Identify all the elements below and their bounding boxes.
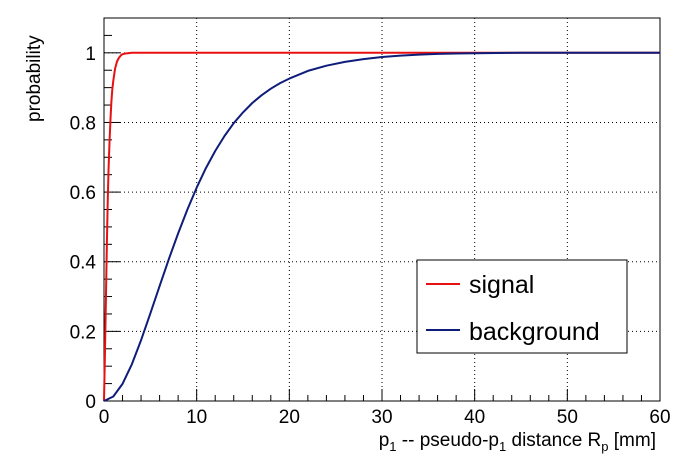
legend: signal background xyxy=(416,259,628,354)
x-tick-label: 10 xyxy=(186,407,207,428)
x-axis-title-part: p xyxy=(379,430,390,451)
x-axis-title-part: [mm] xyxy=(609,430,657,451)
y-tick-label: 0.2 xyxy=(70,322,96,343)
y-axis-title: probability xyxy=(24,35,45,122)
legend-label-background: background xyxy=(469,318,600,346)
x-tick-label: 0 xyxy=(99,407,110,428)
x-tick-label: 30 xyxy=(371,407,392,428)
x-axis-title-sub: 1 xyxy=(389,439,396,454)
x-axis-title: p1 -- pseudo-p1 distance Rp [mm] xyxy=(379,430,656,454)
series-lines xyxy=(103,51,660,402)
series-line-background xyxy=(103,51,660,402)
x-axis-title-part: distance R xyxy=(506,430,601,451)
y-tick-label: 0.8 xyxy=(70,113,96,134)
x-tick-label: 20 xyxy=(279,407,300,428)
x-tick-label: 60 xyxy=(649,407,670,428)
y-tick-label: 1 xyxy=(85,44,96,65)
y-tick-label: 0.4 xyxy=(70,253,97,274)
legend-box xyxy=(416,259,628,354)
tick-labels: 0 10 20 30 40 50 60 0 0.2 0.4 0.6 0.8 1 xyxy=(70,44,671,428)
legend-label-signal: signal xyxy=(469,271,534,299)
x-axis-title-sub: p xyxy=(601,439,608,454)
y-tick-label: 0.6 xyxy=(70,183,96,204)
x-axis-title-sub: 1 xyxy=(499,439,506,454)
y-tick-label: 0 xyxy=(85,392,96,413)
x-axis-title-part: -- pseudo-p xyxy=(397,430,499,451)
x-tick-label: 40 xyxy=(464,407,485,428)
x-tick-label: 50 xyxy=(557,407,578,428)
series-line-signal xyxy=(103,51,660,402)
